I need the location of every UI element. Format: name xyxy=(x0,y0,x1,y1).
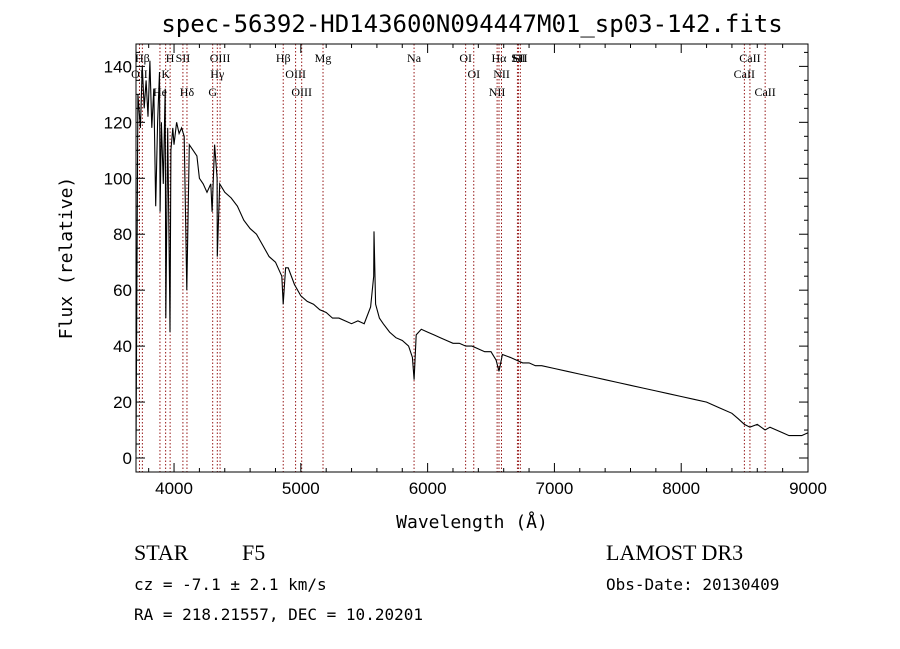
line-marker-label: H xyxy=(166,51,175,65)
info-block: STAR F5 LAMOST DR3 cz = -7.1 ± 2.1 km/s … xyxy=(134,540,779,624)
y-tick-label: 100 xyxy=(104,169,132,188)
line-marker-label: NII xyxy=(489,85,506,99)
line-marker-label: CaII xyxy=(739,51,760,65)
line-marker-label: OIII xyxy=(285,67,306,81)
survey-name: LAMOST DR3 xyxy=(606,540,743,565)
coordinates: RA = 218.21557, DEC = 10.20201 xyxy=(134,605,423,624)
line-marker-label: Na xyxy=(407,51,422,65)
x-tick-label: 9000 xyxy=(789,479,827,498)
y-axis-label: Flux (relative) xyxy=(56,177,77,340)
y-tick-label: 60 xyxy=(113,281,132,300)
line-marker-label: OIII xyxy=(291,85,312,99)
x-tick-label: 8000 xyxy=(662,479,700,498)
y-tick-label: 0 xyxy=(123,449,132,468)
y-axis-ticks: 0 20 40 60 80 100 120 140 xyxy=(104,51,808,468)
x-tick-label: 6000 xyxy=(409,479,447,498)
line-marker-label: Li xyxy=(512,51,523,65)
line-marker-label: OII xyxy=(131,67,148,81)
x-tick-label: 7000 xyxy=(536,479,574,498)
line-marker-label: G xyxy=(208,85,217,99)
line-marker-label: K xyxy=(161,67,170,81)
line-marker-label: Hδ xyxy=(180,85,195,99)
line-marker-label: OI xyxy=(459,51,472,65)
line-marker-label: CaII xyxy=(734,67,755,81)
line-marker-label: OI xyxy=(467,67,480,81)
y-tick-label: 140 xyxy=(104,57,132,76)
y-tick-label: 40 xyxy=(113,337,132,356)
redshift-text: cz = -7.1 ± 2.1 km/s xyxy=(134,575,327,594)
plot-frame xyxy=(135,43,809,473)
x-axis-ticks: 4000 5000 6000 7000 8000 9000 xyxy=(148,44,827,498)
line-marker-label: Hγ xyxy=(210,67,225,81)
line-marker-label: Mg xyxy=(315,51,332,65)
object-subclass: F5 xyxy=(242,540,265,565)
object-class: STAR xyxy=(134,540,189,565)
line-marker-label: SII xyxy=(513,51,528,65)
line-marker-label: NII xyxy=(493,67,510,81)
line-marker-label: SII xyxy=(176,51,191,65)
flux-series-line xyxy=(135,60,809,453)
x-axis-label: Wavelength (Å) xyxy=(396,511,548,533)
line-marker-label: SII xyxy=(511,51,526,65)
x-tick-label: 5000 xyxy=(282,479,320,498)
x-tick-label: 4000 xyxy=(155,479,193,498)
line-markers xyxy=(138,44,766,472)
chart-title: spec-56392-HD143600N094447M01_sp03-142.f… xyxy=(161,10,782,38)
line-marker-label: Hβ xyxy=(276,51,291,65)
obs-date: Obs-Date: 20130409 xyxy=(606,575,779,594)
line-marker-label: OIII xyxy=(210,51,231,65)
line-marker-label: Hα xyxy=(492,51,508,65)
y-tick-label: 20 xyxy=(113,393,132,412)
line-marker-label: CaII xyxy=(754,85,775,99)
line-marker-label: Hβ xyxy=(135,51,150,65)
y-tick-label: 120 xyxy=(104,113,132,132)
y-tick-label: 80 xyxy=(113,225,132,244)
